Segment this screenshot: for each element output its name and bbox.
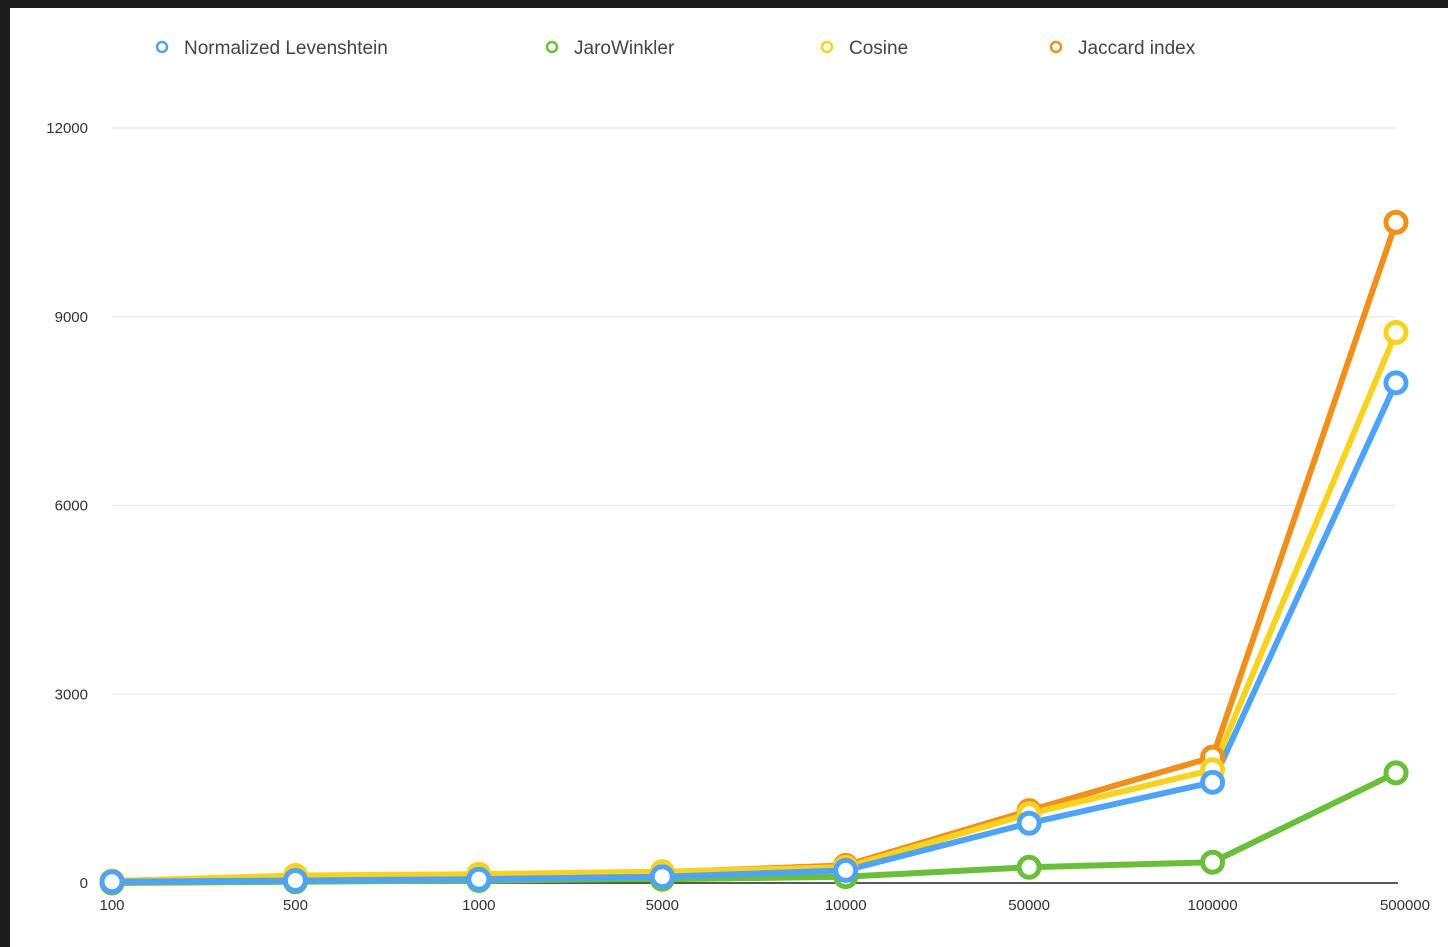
data-point-jarowinkler xyxy=(1200,849,1226,875)
y-tick-label: 0 xyxy=(80,875,88,892)
series-points xyxy=(99,209,1409,896)
legend-label: JaroWinkler xyxy=(574,38,675,59)
legend-label: Normalized Levenshtein xyxy=(184,38,388,59)
y-tick-label: 12000 xyxy=(46,120,88,137)
series-lines xyxy=(109,219,1399,886)
y-tick-label: 9000 xyxy=(55,309,88,326)
x-tick-label: 1000 xyxy=(462,897,495,914)
data-point-normalized-levenshtein xyxy=(282,867,308,893)
y-tick-label: 3000 xyxy=(55,686,88,703)
series-line-cosine xyxy=(109,329,1399,885)
data-point-normalized-levenshtein xyxy=(649,864,675,890)
legend-label: Jaccard index xyxy=(1078,38,1196,59)
x-tick-label: 500 xyxy=(283,897,308,914)
x-axis-ticks: 100 500 1000 5000 10000 50000 100000 500000 xyxy=(99,897,1430,914)
y-tick-label: 6000 xyxy=(55,498,88,515)
data-point-normalized-levenshtein xyxy=(833,857,859,883)
legend: Normalized Levenshtein JaroWinkler Cosine J… xyxy=(155,38,1196,59)
data-point-jarowinkler xyxy=(1016,854,1042,880)
grid-lines xyxy=(112,127,1398,884)
legend-item-cosine: Cosine xyxy=(820,38,908,59)
x-tick-label: 100000 xyxy=(1188,897,1238,914)
legend-item-jarowinkler: JaroWinkler xyxy=(545,38,675,59)
legend-marker xyxy=(545,40,559,54)
x-tick-label: 50000 xyxy=(1008,897,1050,914)
legend-item-jaccard-index: Jaccard index xyxy=(1049,38,1196,59)
x-tick-label: 10000 xyxy=(825,897,867,914)
data-point-jaccard-index xyxy=(1383,209,1409,235)
legend-marker xyxy=(155,40,169,54)
data-point-jarowinkler xyxy=(1383,760,1409,786)
x-tick-label: 100 xyxy=(99,897,124,914)
data-point-normalized-levenshtein xyxy=(1200,769,1226,795)
legend-item-normalized-levenshtein: Normalized Levenshtein xyxy=(155,38,388,59)
data-point-cosine xyxy=(1383,319,1409,345)
legend-label: Cosine xyxy=(849,38,908,59)
data-point-normalized-levenshtein xyxy=(99,869,125,895)
x-tick-label: 5000 xyxy=(646,897,679,914)
legend-marker xyxy=(820,40,834,54)
legend-marker xyxy=(1049,40,1063,54)
x-tick-label: 500000 xyxy=(1380,897,1430,914)
data-point-normalized-levenshtein xyxy=(1016,810,1042,836)
y-axis-ticks: 0 3000 6000 9000 12000 xyxy=(46,120,88,892)
data-point-normalized-levenshtein xyxy=(1383,370,1409,396)
series-line-normalized-levenshtein xyxy=(109,379,1399,885)
data-point-normalized-levenshtein xyxy=(466,866,492,892)
